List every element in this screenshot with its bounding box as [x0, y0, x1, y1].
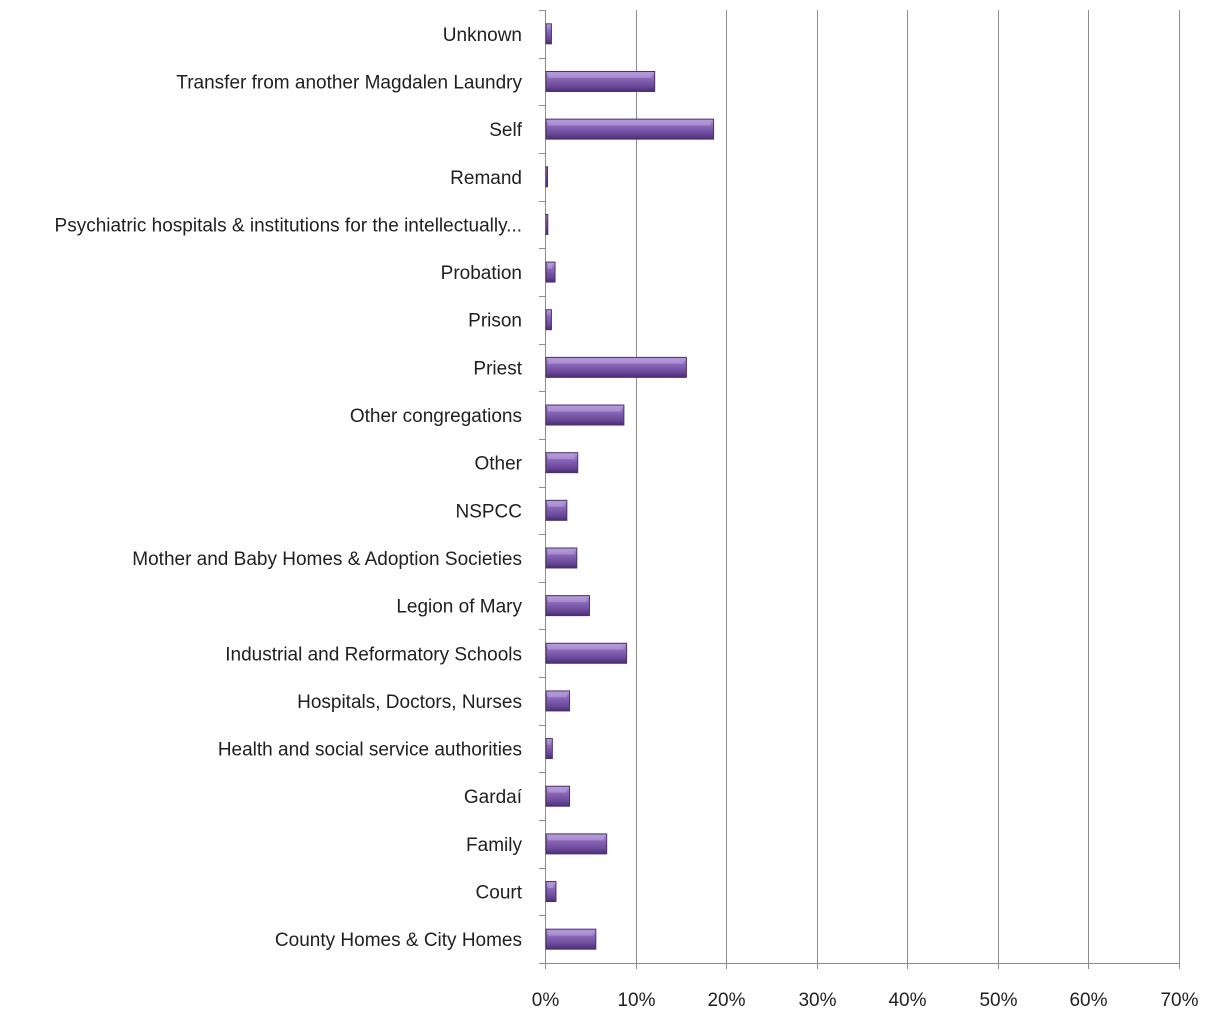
- category-label: Family: [466, 835, 522, 856]
- x-tick-label: 30%: [798, 990, 836, 1011]
- category-label: Prison: [468, 311, 522, 332]
- category-label: Transfer from another Magdalen Laundry: [176, 72, 522, 93]
- category-label: Priest: [473, 358, 522, 379]
- bar: [545, 642, 628, 664]
- bar: [545, 833, 608, 855]
- category-label: Unknown: [443, 25, 522, 46]
- x-tick-label: 20%: [707, 990, 745, 1011]
- bar: [545, 309, 552, 331]
- bar-rect: [545, 309, 552, 331]
- bars: [545, 23, 715, 950]
- bar-highlight: [548, 549, 574, 555]
- bar-highlight: [548, 502, 564, 507]
- bar-rect: [545, 23, 552, 45]
- category-label: Self: [489, 120, 522, 141]
- bar-highlight: [548, 359, 684, 364]
- bar-rect: [545, 881, 557, 903]
- bar-highlight: [548, 645, 624, 650]
- x-tick-label: 70%: [1160, 990, 1198, 1011]
- category-label: Health and social service authorities: [218, 740, 522, 761]
- x-tick-labels: 0% 10% 20% 30% 40% 50% 60% 70%: [532, 990, 1199, 1011]
- bar-highlight: [548, 454, 575, 460]
- category-label: Other congregations: [350, 406, 522, 427]
- category-label: Industrial and Reformatory Schools: [225, 644, 522, 665]
- axes: [539, 10, 1180, 969]
- x-tick-label: 40%: [888, 990, 926, 1011]
- bar-highlight: [548, 407, 621, 412]
- category-label: Other: [474, 454, 522, 475]
- category-label: Probation: [441, 263, 522, 284]
- category-label: County Homes & City Homes: [275, 930, 522, 951]
- bar-highlight: [548, 264, 553, 269]
- bar: [545, 547, 578, 569]
- bar-rect: [545, 738, 553, 760]
- bar: [545, 738, 553, 760]
- category-label: Remand: [450, 168, 522, 189]
- bar-highlight: [548, 740, 550, 745]
- x-tick-label: 0%: [532, 990, 560, 1011]
- bar-highlight: [548, 73, 652, 78]
- bar: [545, 595, 590, 617]
- bar: [545, 404, 625, 426]
- bar-highlight: [548, 883, 553, 888]
- bar: [545, 261, 556, 283]
- category-label: NSPCC: [455, 501, 522, 522]
- bar-highlight: [548, 597, 587, 603]
- category-label: Psychiatric hospitals & institutions for…: [55, 215, 522, 236]
- bar: [545, 70, 656, 92]
- bar: [545, 118, 715, 140]
- bar: [545, 213, 549, 235]
- bar: [545, 356, 687, 378]
- bar: [545, 690, 571, 712]
- bar-highlight: [548, 931, 593, 936]
- x-tick-label: 10%: [617, 990, 655, 1011]
- bar: [545, 785, 571, 807]
- bar-highlight: [548, 835, 604, 841]
- bar: [545, 499, 568, 521]
- category-label: Legion of Mary: [396, 597, 522, 618]
- x-tick-label: 60%: [1069, 990, 1107, 1011]
- bar-highlight: [548, 692, 567, 698]
- bar-rect: [545, 213, 549, 235]
- bar: [545, 166, 548, 188]
- bar-rect: [545, 166, 548, 188]
- category-label: Gardaí: [464, 787, 523, 808]
- x-tick-label: 50%: [979, 990, 1017, 1011]
- category-label: Court: [476, 883, 523, 904]
- bar-highlight: [548, 788, 567, 793]
- category-labels: Unknown Transfer from another Magdalen La…: [55, 25, 523, 951]
- bar-rect: [545, 261, 556, 283]
- bar: [545, 452, 579, 474]
- gridlines: [636, 10, 1180, 963]
- bar: [545, 928, 597, 950]
- bar-highlight: [548, 121, 711, 126]
- bar: [545, 23, 552, 45]
- category-label: Hospitals, Doctors, Nurses: [297, 692, 522, 713]
- bar: [545, 881, 557, 903]
- category-label: Mother and Baby Homes & Adoption Societi…: [132, 549, 522, 570]
